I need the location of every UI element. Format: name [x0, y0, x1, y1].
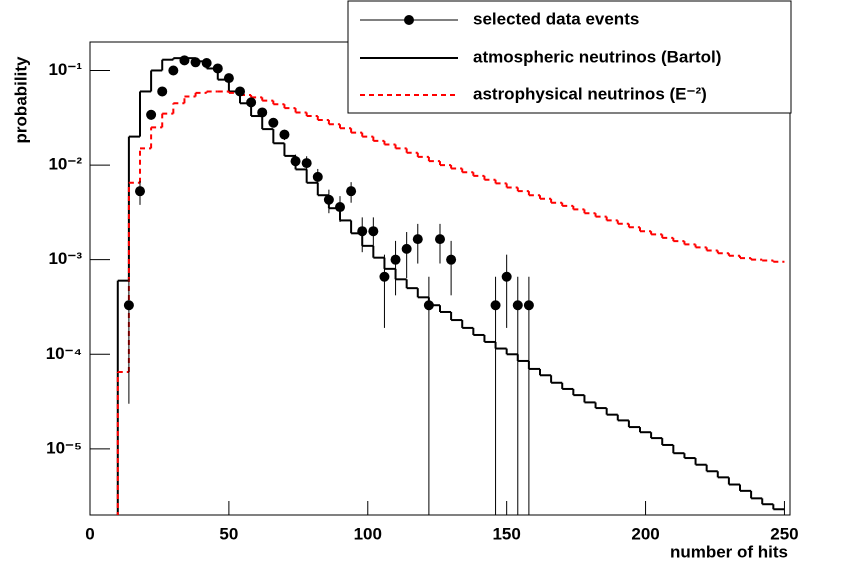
data-point	[401, 243, 412, 254]
data-point	[512, 300, 523, 311]
y-axis-title: probability	[11, 56, 30, 143]
x-tick-label: 250	[770, 524, 798, 543]
data-point	[146, 109, 157, 120]
x-tick-label: 150	[492, 524, 520, 543]
data-point	[235, 86, 245, 97]
data-point	[423, 300, 434, 311]
data-point	[223, 73, 234, 84]
y-tick-label: 10⁻⁵	[46, 438, 82, 457]
data-point	[168, 65, 179, 76]
y-tick-label: 10⁻³	[48, 249, 82, 268]
data-point	[179, 55, 190, 66]
data-point	[435, 234, 445, 245]
data-point	[123, 300, 134, 311]
data-point	[346, 186, 357, 197]
legend-label: astrophysical neutrinos (E⁻²)	[473, 84, 707, 103]
legend-label: atmospheric neutrinos (Bartol)	[473, 47, 721, 66]
data-point	[335, 202, 345, 213]
data-point	[357, 226, 368, 237]
y-tick-label: 10⁻²	[48, 155, 82, 174]
x-tick-label: 100	[354, 524, 382, 543]
data-point	[490, 300, 501, 311]
x-axis-title: number of hits	[670, 542, 788, 561]
y-tick-label: 10⁻¹	[48, 60, 82, 79]
x-tick-label: 200	[631, 524, 659, 543]
data-point	[368, 226, 379, 237]
data-point	[323, 194, 334, 205]
data-point	[157, 86, 168, 97]
data-point	[268, 117, 279, 128]
data-point	[312, 171, 323, 182]
data-point	[446, 254, 457, 265]
x-tick-label: 0	[85, 524, 94, 543]
data-point	[290, 156, 301, 167]
legend-label: selected data events	[473, 9, 639, 28]
data-point	[501, 271, 512, 282]
data-point	[190, 57, 201, 68]
data-point	[257, 107, 268, 118]
data-point	[390, 254, 401, 265]
data-point	[212, 63, 223, 74]
legend-marker	[404, 15, 414, 25]
data-point	[246, 97, 257, 108]
data-point	[301, 158, 312, 169]
data-point	[523, 300, 534, 311]
data-point	[379, 271, 390, 282]
plot-area	[116, 55, 785, 515]
data-point	[279, 129, 290, 140]
y-tick-label: 10⁻⁴	[46, 344, 82, 363]
x-tick-label: 50	[219, 524, 238, 543]
data-point	[135, 186, 145, 197]
data-point	[201, 57, 212, 68]
data-point	[412, 234, 423, 245]
